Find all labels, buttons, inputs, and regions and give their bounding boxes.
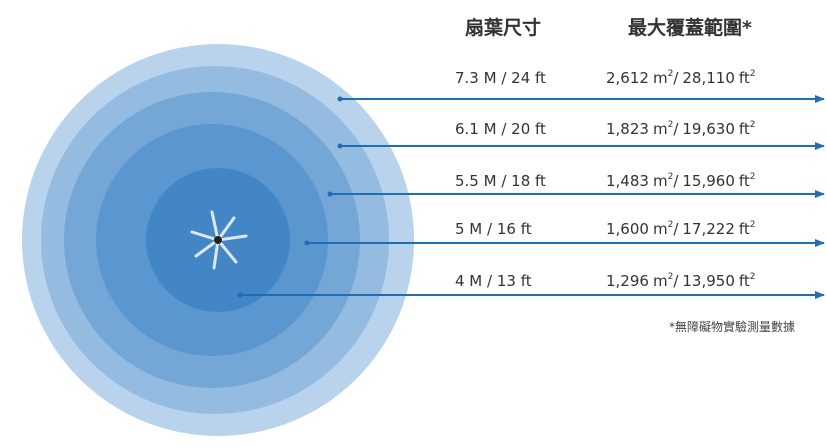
slash: / — [673, 220, 679, 238]
fan-icon — [190, 210, 248, 270]
size-label: 7.3 M / 24 ft — [455, 69, 546, 87]
unit-m: m — [653, 69, 668, 87]
slash: / — [673, 172, 679, 190]
unit-ft: ft — [739, 220, 750, 238]
pointer-dot — [337, 143, 343, 149]
unit-sup: 2 — [750, 172, 756, 182]
unit-sup: 2 — [668, 220, 674, 230]
unit-sup: 2 — [668, 120, 674, 130]
area-m: 2,612 — [606, 69, 649, 87]
size-header: 扇葉尺寸 — [465, 16, 541, 39]
coverage-label: 1,296 m2/13,950 ft2 — [606, 272, 756, 290]
area-ft: 13,950 — [682, 272, 735, 290]
area-m: 1,600 — [606, 220, 649, 238]
unit-sup: 2 — [750, 272, 756, 282]
area-ft: 19,630 — [682, 120, 735, 138]
coverage-label: 1,483 m2/15,960 ft2 — [606, 172, 756, 190]
unit-ft: ft — [739, 172, 750, 190]
coverage-header: 最大覆蓋範圍* — [628, 16, 752, 39]
coverage-rings — [22, 44, 414, 436]
unit-sup: 2 — [750, 220, 756, 230]
slash: / — [673, 120, 679, 138]
pointer-dot — [237, 292, 243, 298]
unit-m: m — [653, 220, 668, 238]
area-m: 1,823 — [606, 120, 649, 138]
size-label: 6.1 M / 20 ft — [455, 120, 546, 138]
unit-ft: ft — [739, 69, 750, 87]
unit-ft: ft — [739, 272, 750, 290]
unit-m: m — [653, 272, 668, 290]
pointer-dot — [327, 191, 333, 197]
area-ft: 17,222 — [682, 220, 735, 238]
slash: / — [673, 69, 679, 87]
coverage-label: 2,612 m2/28,110 ft2 — [606, 69, 756, 87]
unit-sup: 2 — [668, 172, 674, 182]
size-label: 5 M / 16 ft — [455, 220, 532, 238]
area-m: 1,483 — [606, 172, 649, 190]
unit-sup: 2 — [750, 69, 756, 79]
area-ft: 28,110 — [682, 69, 735, 87]
unit-sup: 2 — [668, 69, 674, 79]
unit-sup: 2 — [750, 120, 756, 130]
pointer-dot — [304, 240, 310, 246]
area-m: 1,296 — [606, 272, 649, 290]
unit-m: m — [653, 172, 668, 190]
area-ft: 15,960 — [682, 172, 735, 190]
size-label: 5.5 M / 18 ft — [455, 172, 546, 190]
coverage-label: 1,823 m2/19,630 ft2 — [606, 120, 756, 138]
unit-sup: 2 — [668, 272, 674, 282]
footnote: *無障礙物實驗測量數據 — [669, 319, 795, 334]
slash: / — [673, 272, 679, 290]
pointer-dot — [337, 96, 343, 102]
size-label: 4 M / 13 ft — [455, 272, 532, 290]
unit-ft: ft — [739, 120, 750, 138]
unit-m: m — [653, 120, 668, 138]
coverage-label: 1,600 m2/17,222 ft2 — [606, 220, 756, 238]
